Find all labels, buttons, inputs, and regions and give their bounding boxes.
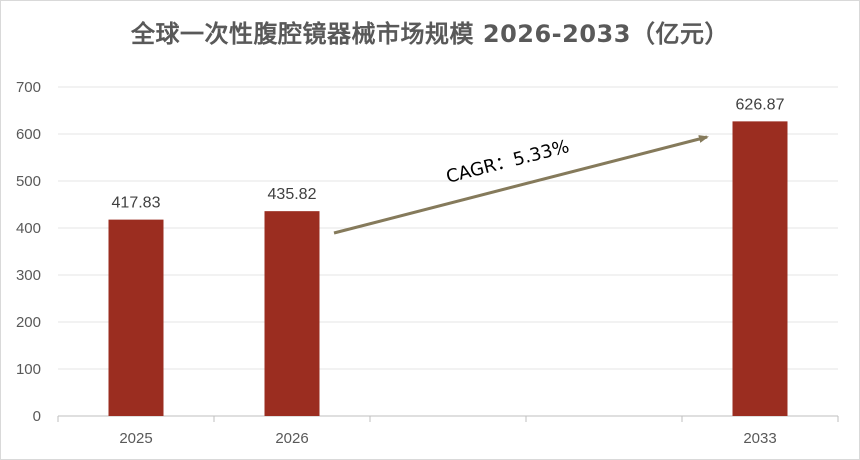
data-labels: 417.83 435.82 626.87 xyxy=(112,96,785,211)
y-tick-label: 400 xyxy=(16,220,41,237)
bars xyxy=(108,121,788,417)
y-axis: 0 100 200 300 400 500 600 700 xyxy=(16,79,41,425)
y-tick-label: 200 xyxy=(16,314,41,331)
x-axis: 2025 2026 2033 xyxy=(57,415,839,447)
chart-title: 全球一次性腹腔镜器械市场规模 2026-2033（亿元） xyxy=(131,20,729,48)
bar xyxy=(264,211,320,416)
cagr-annotation: CAGR：5.33% xyxy=(444,136,571,188)
y-tick-label: 300 xyxy=(16,267,41,284)
y-tick-label: 0 xyxy=(33,408,41,425)
bar xyxy=(732,121,788,417)
y-tick-label: 100 xyxy=(16,361,41,378)
bar xyxy=(108,219,164,416)
y-tick-label: 700 xyxy=(16,79,41,96)
y-tick-label: 600 xyxy=(16,126,41,143)
data-label: 435.82 xyxy=(268,186,317,203)
data-label: 417.83 xyxy=(112,195,161,212)
gridlines xyxy=(58,86,838,370)
cagr-arrow xyxy=(333,135,709,235)
x-tick-label: 2033 xyxy=(743,430,776,447)
y-tick-label: 500 xyxy=(16,173,41,190)
x-tick-label: 2026 xyxy=(275,430,308,447)
x-tick-label: 2025 xyxy=(119,430,152,447)
data-label: 626.87 xyxy=(736,96,785,113)
